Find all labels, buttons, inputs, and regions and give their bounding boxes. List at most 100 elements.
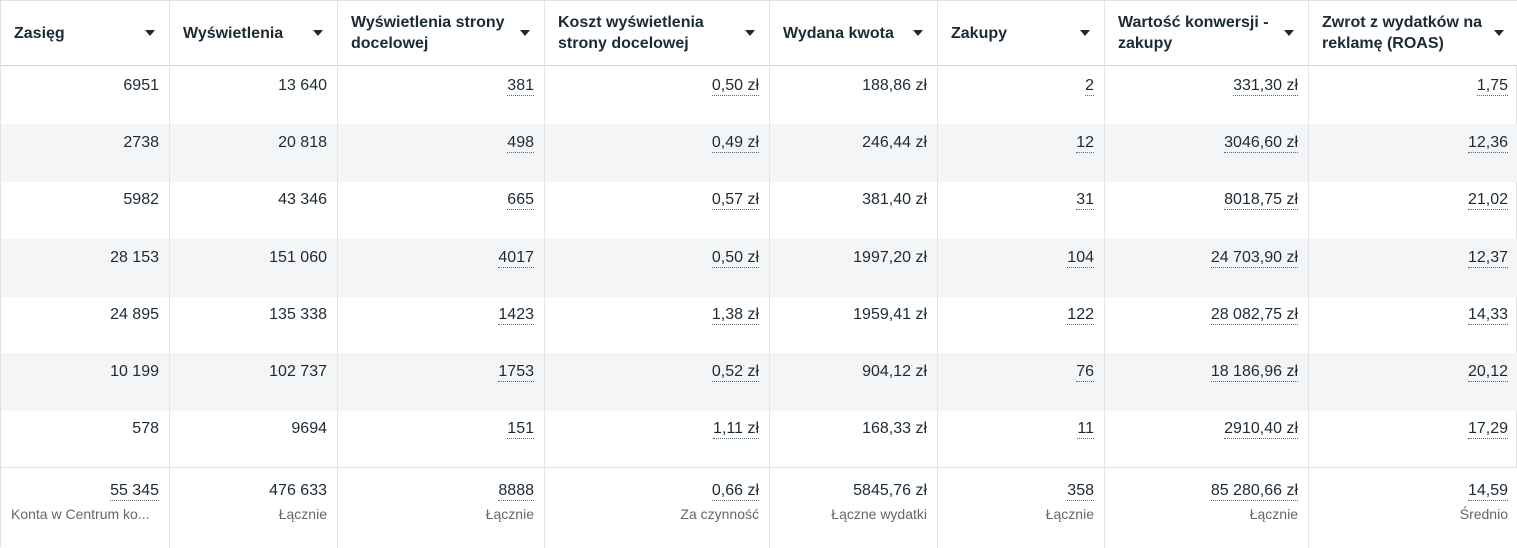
total-sublabel: Łączne wydatki: [831, 506, 927, 522]
cell-value: 10 199: [110, 363, 159, 380]
cell-value[interactable]: 8018,75 zł: [1224, 191, 1298, 211]
cell-value[interactable]: 381: [507, 77, 534, 96]
col-header-amount-spent[interactable]: Wydana kwota: [770, 1, 938, 65]
cell-value: 904,12 zł: [862, 363, 927, 380]
cell-value[interactable]: 11: [1077, 420, 1094, 440]
col-header-conversion-value[interactable]: Wartość konwersji - zakupy: [1105, 1, 1309, 65]
cell-value[interactable]: 498: [507, 134, 534, 154]
cell-value: 1959,41 zł: [853, 305, 927, 323]
cell-conversion-value: 2910,40 zł: [1105, 410, 1309, 469]
cell-purchases: 2: [938, 67, 1105, 125]
total-cell-impressions: 476 633 Łącznie: [170, 468, 338, 548]
cell-value[interactable]: 665: [507, 191, 534, 211]
cell-value[interactable]: 0,57 zł: [711, 191, 759, 211]
sort-caret-down-icon[interactable]: [145, 30, 155, 36]
cell-value[interactable]: 0,50 zł: [711, 248, 759, 268]
cell-value[interactable]: 1,75: [1476, 77, 1508, 96]
cell-amount-spent: 188,86 zł: [770, 67, 938, 125]
col-header-reach[interactable]: Zasięg: [1, 1, 170, 65]
cell-value: 578: [132, 420, 159, 438]
cell-reach: 2738: [1, 124, 170, 183]
cell-value[interactable]: 3046,60 zł: [1224, 134, 1298, 154]
cell-reach: 28 153: [1, 238, 170, 297]
cell-value[interactable]: 2910,40 zł: [1224, 420, 1298, 440]
cell-value[interactable]: 12: [1076, 134, 1094, 154]
total-value[interactable]: 358: [1067, 482, 1094, 501]
table-row: 24 895 135 338 1423 1,38 zł 1959,41 zł 122 28 …: [1, 295, 1517, 354]
cell-roas: 20,12: [1309, 353, 1517, 411]
sort-caret-down-icon[interactable]: [745, 30, 755, 36]
total-value[interactable]: 85 280,66 zł: [1210, 482, 1298, 501]
sort-caret-down-icon[interactable]: [913, 30, 923, 36]
cell-value[interactable]: 151: [507, 420, 534, 440]
cell-value[interactable]: 1753: [498, 363, 534, 382]
cell-value[interactable]: 14,33: [1467, 305, 1508, 325]
sort-caret-down-icon[interactable]: [1080, 30, 1090, 36]
cell-impressions: 102 737: [170, 353, 338, 411]
cell-value[interactable]: 31: [1076, 191, 1094, 211]
total-sublabel: Konta w Centrum ko...: [11, 506, 150, 522]
cell-value[interactable]: 2: [1085, 77, 1094, 96]
total-value: 476 633: [269, 482, 327, 499]
cell-value[interactable]: 76: [1076, 363, 1094, 382]
cell-value[interactable]: 12,37: [1467, 248, 1508, 268]
table-row: 5982 43 346 665 0,57 zł 381,40 zł 31 8018,75 z…: [1, 181, 1517, 240]
total-value[interactable]: 14,59: [1467, 482, 1508, 501]
cell-purchases: 122: [938, 295, 1105, 354]
cell-value[interactable]: 0,49 zł: [711, 134, 759, 154]
cell-value: 43 346: [278, 191, 327, 209]
cell-value: 102 737: [269, 363, 327, 380]
cell-value[interactable]: 21,02: [1467, 191, 1508, 211]
cell-value[interactable]: 28 082,75 zł: [1210, 305, 1298, 325]
cell-cost-per-landing-page-view: 0,50 zł: [545, 238, 770, 297]
cell-value: 2738: [123, 134, 159, 152]
cell-roas: 12,36: [1309, 124, 1517, 182]
cell-impressions: 151 060: [170, 238, 338, 297]
cell-value[interactable]: 4017: [498, 248, 534, 268]
cell-value[interactable]: 17,29: [1467, 420, 1508, 440]
total-value[interactable]: 8888: [498, 482, 534, 501]
cell-value[interactable]: 1,38 zł: [711, 305, 759, 325]
cell-impressions: 43 346: [170, 181, 338, 240]
col-header-impressions[interactable]: Wyświetlenia: [170, 1, 338, 65]
cell-purchases: 12: [938, 124, 1105, 183]
cell-amount-spent: 1997,20 zł: [770, 238, 938, 297]
cell-cost-per-landing-page-view: 0,57 zł: [545, 181, 770, 240]
table-row: 28 153 151 060 4017 0,50 zł 1997,20 zł 104 24 …: [1, 238, 1517, 297]
cell-value: 13 640: [278, 77, 327, 94]
col-header-label: Koszt wyświetlenia strony docelowej: [558, 14, 704, 52]
table-header-row: Zasięg Wyświetlenia Wyświetlenia strony …: [1, 1, 1517, 66]
cell-value: 168,33 zł: [862, 420, 927, 438]
cell-value[interactable]: 104: [1067, 248, 1094, 268]
cell-value[interactable]: 1,11 zł: [713, 420, 759, 440]
sort-caret-down-icon[interactable]: [1494, 30, 1504, 36]
cell-reach: 5982: [1, 181, 170, 240]
cell-value: 20 818: [278, 134, 327, 152]
cell-value[interactable]: 18 186,96 zł: [1210, 363, 1298, 382]
cell-impressions: 9694: [170, 410, 338, 469]
col-header-label: Zakupy: [951, 24, 1008, 42]
sort-caret-down-icon[interactable]: [313, 30, 323, 36]
cell-value[interactable]: 12,36: [1467, 134, 1508, 154]
col-header-purchases[interactable]: Zakupy: [938, 1, 1105, 65]
cell-value[interactable]: 0,52 zł: [711, 363, 759, 382]
total-value[interactable]: 55 345: [110, 482, 159, 501]
cell-value[interactable]: 1423: [498, 305, 534, 325]
total-sublabel: Średnio: [1459, 506, 1508, 522]
col-header-roas[interactable]: Zwrot z wydatków na reklamę (ROAS): [1309, 1, 1517, 65]
cell-conversion-value: 331,30 zł: [1105, 67, 1309, 125]
total-cell-roas: 14,59 Średnio: [1309, 468, 1517, 548]
col-header-cost-per-landing-page-view[interactable]: Koszt wyświetlenia strony docelowej: [545, 1, 770, 65]
sort-caret-down-icon[interactable]: [520, 30, 530, 36]
cell-value[interactable]: 331,30 zł: [1233, 77, 1298, 96]
cell-value[interactable]: 122: [1067, 305, 1094, 325]
cell-value[interactable]: 24 703,90 zł: [1210, 248, 1298, 268]
sort-caret-down-icon[interactable]: [1284, 30, 1294, 36]
total-value[interactable]: 0,66 zł: [711, 482, 759, 501]
table-row: 10 199 102 737 1753 0,52 zł 904,12 zł 76 18 18…: [1, 353, 1517, 411]
cell-value[interactable]: 0,50 zł: [711, 77, 759, 96]
cell-value[interactable]: 20,12: [1467, 363, 1508, 382]
cell-reach: 6951: [1, 67, 170, 125]
cell-impressions: 135 338: [170, 295, 338, 354]
col-header-landing-page-views[interactable]: Wyświetlenia strony docelowej: [338, 1, 545, 65]
